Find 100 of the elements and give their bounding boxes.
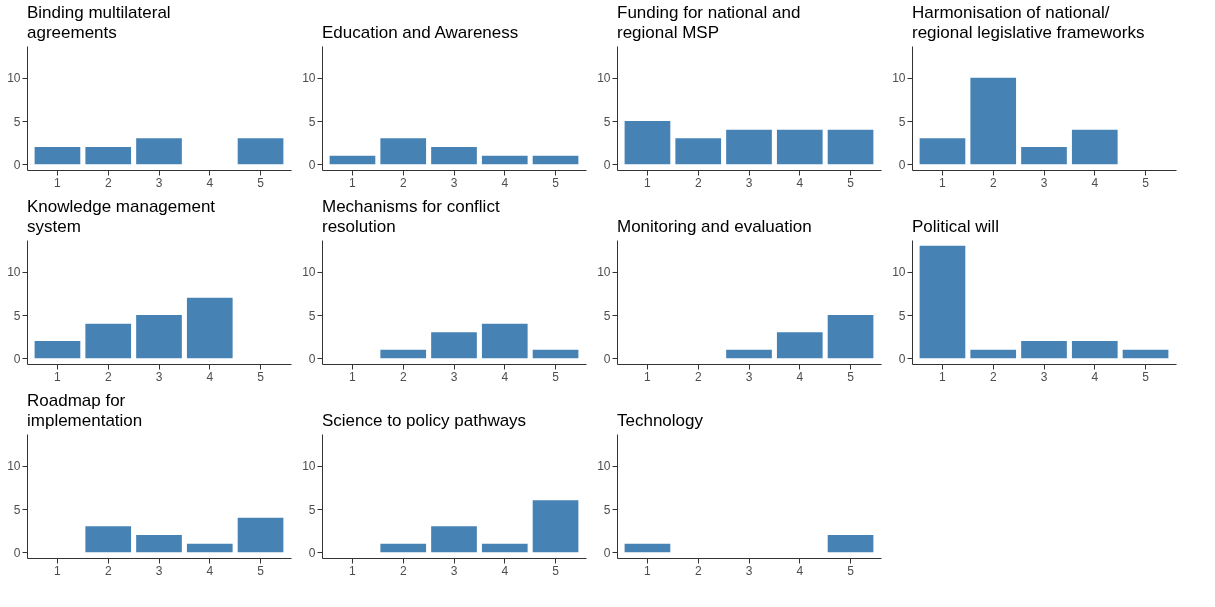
x-tick-label: 3 [745,175,753,190]
y-tick-label: 5 [308,502,316,517]
bar [85,526,132,553]
x-tick-label: 2 [694,175,702,190]
x-tick-label: 4 [206,175,214,190]
chart-title: Science to policy pathways [322,411,527,430]
bar [431,526,477,553]
chart-title: Binding multilateral agreements [27,3,171,42]
y-tick-label: 10 [597,71,611,86]
x-tick-label: 1 [54,175,62,190]
y-tick-label: 5 [13,308,21,323]
bar [186,297,233,359]
y-tick-label: 5 [603,502,611,517]
x-tick-label: 5 [257,369,265,384]
y-tick-label: 10 [597,459,611,474]
bar [481,543,528,553]
bar [776,129,823,165]
x-tick-label: 1 [349,563,357,578]
bar [1021,341,1067,359]
y-tick-label: 10 [597,265,611,280]
y-tick-label: 10 [7,265,21,280]
x-tick-label: 2 [399,563,407,578]
bar [919,245,966,359]
x-tick-label: 1 [349,175,357,190]
x-tick-label: 1 [54,563,62,578]
bar [624,121,671,165]
x-tick-label: 4 [206,563,214,578]
y-tick-label: 0 [308,545,316,560]
x-tick-label: 1 [939,369,947,384]
bar [532,349,579,359]
bar [776,332,823,359]
bar [1071,341,1118,359]
bar [1021,147,1067,165]
x-tick-label: 2 [989,175,997,190]
bar [919,138,966,165]
y-tick-label: 0 [308,351,316,366]
bar [85,323,132,359]
x-tick-label: 3 [450,369,458,384]
bar [675,138,722,165]
bar [431,332,477,359]
chart-title: Technology [617,411,704,430]
x-tick-label: 4 [1091,369,1099,384]
x-tick-label: 5 [847,563,855,578]
x-tick-label: 5 [1142,369,1150,384]
x-tick-label: 3 [1040,369,1048,384]
x-tick-label: 2 [694,369,702,384]
y-tick-label: 5 [603,308,611,323]
bar [237,517,284,553]
x-tick-label: 1 [644,563,652,578]
bar [431,147,477,165]
bar [1122,349,1169,359]
x-tick-label: 2 [399,175,407,190]
chart-title: Funding for national and regional MSP [617,3,801,42]
y-tick-label: 0 [603,545,611,560]
y-tick-label: 10 [302,265,316,280]
x-tick-label: 2 [104,369,112,384]
bar [532,500,579,553]
chart-title: Political will [912,217,999,236]
chart-title: Roadmap for implementation [27,391,143,430]
x-tick-label: 4 [501,175,509,190]
x-tick-label: 5 [847,369,855,384]
y-tick-label: 10 [892,265,906,280]
bar [380,543,427,553]
x-tick-label: 4 [796,369,804,384]
bar [827,129,874,165]
x-tick-label: 1 [644,175,652,190]
bar [1071,129,1118,165]
chart-title: Monitoring and evaluation [617,217,812,236]
bar [726,129,772,165]
bar [329,155,376,165]
x-tick-label: 2 [989,369,997,384]
bar [136,535,182,553]
x-tick-label: 1 [54,369,62,384]
x-tick-label: 4 [501,563,509,578]
y-tick-label: 0 [13,351,21,366]
bar [380,138,427,165]
y-tick-label: 5 [13,502,21,517]
x-tick-label: 4 [1091,175,1099,190]
bar [726,349,772,359]
x-tick-label: 3 [1040,175,1048,190]
bar [186,543,233,553]
bar [827,315,874,359]
x-tick-label: 4 [796,563,804,578]
x-tick-label: 5 [552,175,560,190]
x-tick-label: 3 [155,175,163,190]
x-tick-label: 4 [206,369,214,384]
x-tick-label: 4 [796,175,804,190]
bar [136,315,182,359]
bar [532,155,579,165]
y-tick-label: 5 [308,308,316,323]
x-tick-label: 5 [552,563,560,578]
bar [481,155,528,165]
y-tick-label: 10 [7,459,21,474]
y-tick-label: 10 [302,459,316,474]
y-tick-label: 5 [308,114,316,129]
y-tick-label: 0 [13,157,21,172]
chart-title: Mechanisms for conflict resolution [322,197,500,236]
y-tick-label: 0 [898,157,906,172]
y-tick-label: 0 [603,157,611,172]
chart-title: Education and Awareness [322,23,519,42]
